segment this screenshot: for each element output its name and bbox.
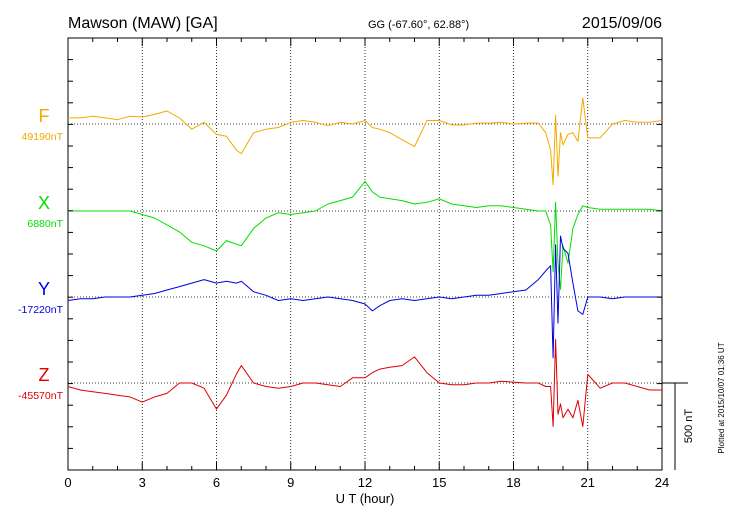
series-name-z: Z xyxy=(39,365,50,385)
x-tick-label: 3 xyxy=(139,475,146,490)
series-baseline-y: -17220nT xyxy=(18,304,64,316)
series-line-y xyxy=(67,235,662,359)
x-tick-label: 21 xyxy=(581,475,595,490)
series-name-y: Y xyxy=(38,279,50,299)
series-baseline-f: 49190nT xyxy=(22,131,64,143)
x-axis-ticks: 0 3 6 9 12 15 18 21 24 xyxy=(64,37,669,490)
series-labels: F 49190nT X 6880nT Y -17220nT Z -45570nT xyxy=(18,106,64,402)
date-label: 2015/09/06 xyxy=(582,15,662,32)
series-baseline-x: 6880nT xyxy=(27,218,63,230)
series-baseline-z: -45570nT xyxy=(18,390,64,402)
x-axis-label: U T (hour) xyxy=(336,491,395,506)
series-line-x xyxy=(68,180,663,290)
scale-bar-label: 500 nT xyxy=(683,409,695,444)
series-name-f: F xyxy=(39,106,50,126)
series-lines xyxy=(67,97,663,427)
x-tick-label: 24 xyxy=(655,475,669,490)
x-tick-label: 15 xyxy=(432,475,446,490)
x-tick-label: 6 xyxy=(213,475,220,490)
x-tick-label: 12 xyxy=(358,475,372,490)
geographic-coords: GG (-67.60°, 62.88°) xyxy=(368,19,469,31)
series-line-z xyxy=(67,339,662,427)
grid xyxy=(68,38,662,470)
x-tick-label: 0 xyxy=(64,475,71,490)
scale-bar: 500 nT xyxy=(662,382,695,470)
x-tick-label: 9 xyxy=(287,475,294,490)
station-title: Mawson (MAW) [GA] xyxy=(68,15,218,32)
series-line-f xyxy=(68,97,663,186)
x-tick-label: 18 xyxy=(506,475,520,490)
series-name-x: X xyxy=(38,193,50,213)
plotted-at-note: Plotted at 2015/10/07 01:36 UT xyxy=(717,342,726,453)
